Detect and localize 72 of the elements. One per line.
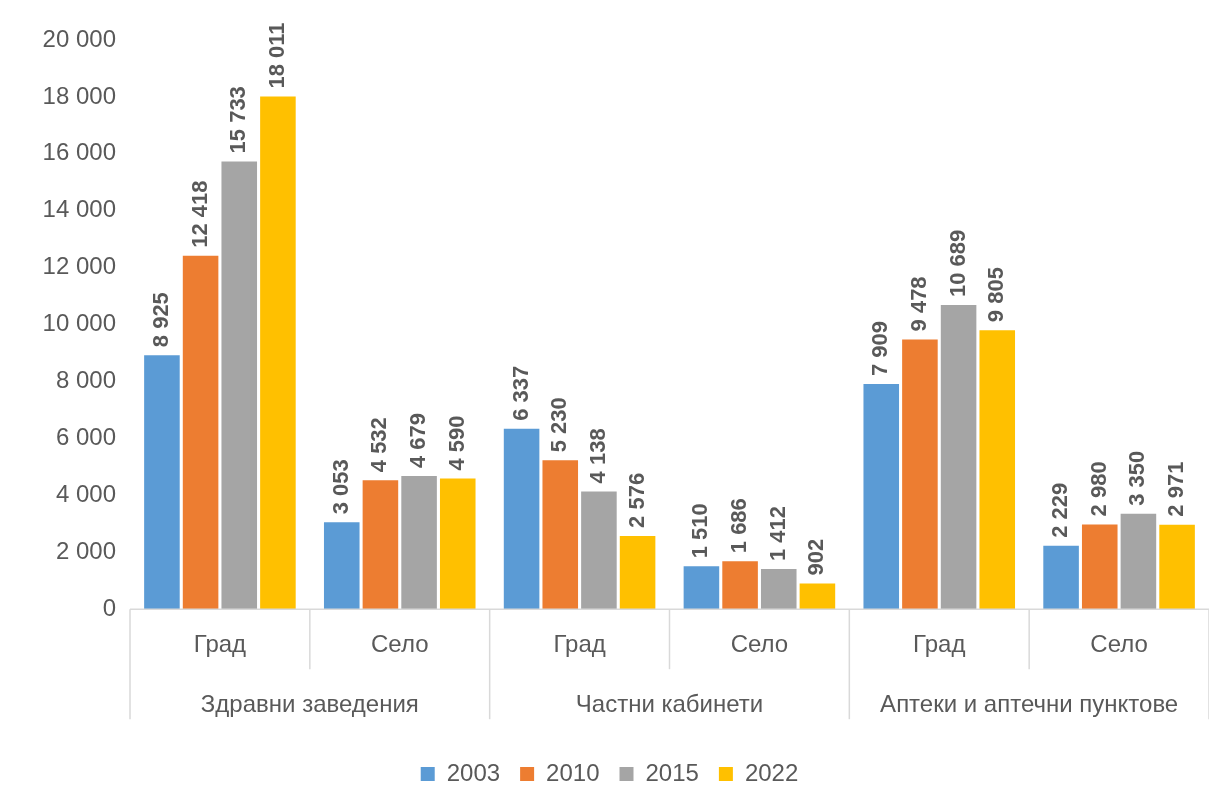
y-tick-label: 6 000 [55,423,116,451]
text: Аптеки и аптечни пунктове [880,689,1179,717]
bar [1081,524,1118,610]
y-tick-label: 0 [102,593,116,621]
text: Частни кабинети [575,689,764,717]
x-tick-label: Село [730,630,789,658]
data-label: 15 733 [225,86,251,154]
bar [503,428,540,610]
bar [683,566,720,610]
text: Здравни заведения [200,689,419,717]
data-label: 5 230 [546,397,572,453]
data-label: 4 138 [584,428,610,484]
data-label: 4 590 [443,415,469,471]
bar [182,255,219,610]
y-tick-label: 2 000 [55,536,116,564]
data-label: 4 532 [366,417,392,473]
y-tick-label: 18 000 [42,81,116,109]
x-tick-label: Град [193,630,247,658]
bar [221,161,258,610]
bar [144,355,180,610]
bar [542,460,579,610]
data-label: 3 350 [1124,450,1150,506]
data-label: 8 925 [147,292,173,348]
data-label: 2 971 [1163,461,1189,517]
data-label: 7 909 [867,321,893,377]
bar [260,96,296,610]
data-label: 6 337 [507,365,533,421]
x-tick-label: Град [553,630,606,658]
data-label: 1 510 [687,503,713,559]
bar [439,478,476,610]
bar [1159,524,1195,610]
y-tick-label: 10 000 [42,309,116,337]
bar [1120,513,1157,610]
x-tick-label: Село [1090,630,1148,658]
x-tick-label: Село [370,630,429,658]
bar [902,339,938,610]
bar [799,583,836,610]
x-tick-label: Град [913,630,966,658]
bar [323,522,360,610]
bar [760,569,797,610]
bar [722,561,758,610]
data-label: 2 229 [1047,482,1073,538]
data-label: 1 686 [726,498,752,554]
bar [619,535,656,610]
data-label: 9 478 [905,276,931,332]
bar [401,476,437,610]
bar [940,304,977,610]
data-label: 2 576 [623,472,649,528]
data-label: 1 412 [764,505,790,562]
data-label: 12 418 [186,180,212,248]
legend-label: 2003 [446,758,501,786]
bar [362,480,399,610]
y-tick-label: 4 000 [55,479,116,507]
data-label: 10 689 [944,229,970,297]
legend-label: 2022 [744,758,799,786]
legend-label: 2015 [645,758,699,786]
bar [581,491,617,610]
data-label: 902 [803,538,829,576]
y-tick-label: 20 000 [42,24,116,52]
y-tick-label: 8 000 [55,366,116,394]
y-tick-label: 16 000 [42,138,116,166]
bar [979,330,1016,610]
legend-label: 2010 [546,758,600,786]
y-tick-label: 12 000 [42,252,116,280]
bar [1043,545,1079,610]
bar [863,384,900,610]
y-tick-label: 14 000 [42,195,116,223]
data-label: 2 980 [1085,461,1111,517]
data-label: 3 053 [327,459,353,515]
data-label: 18 011 [263,22,289,89]
data-label: 4 679 [405,412,431,469]
data-label: 9 805 [983,267,1009,323]
